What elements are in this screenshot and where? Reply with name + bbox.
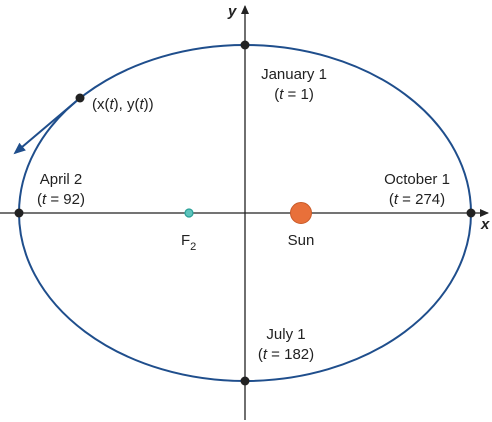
october-t-label: (t = 274) <box>389 191 445 208</box>
focus-label: F2 <box>181 232 196 253</box>
april-t-label: (t = 92) <box>37 191 85 208</box>
sun-label: Sun <box>288 232 315 249</box>
april-t-value: 92 <box>63 191 80 208</box>
point-april <box>14 208 24 218</box>
point-january <box>240 40 250 50</box>
focus-subscript: 2 <box>190 241 196 253</box>
focus-letter: F <box>181 232 190 249</box>
point-july <box>240 376 250 386</box>
july-date-label: July 1 <box>266 326 305 343</box>
january-t-value: 1 <box>300 86 308 103</box>
moving-part-4: )) <box>144 96 154 113</box>
january-date-label: January 1 <box>261 66 327 83</box>
point-october <box>466 208 476 218</box>
january-t-label: (t = 1) <box>274 86 314 103</box>
focus-point <box>184 208 194 218</box>
april-date-label: April 2 <box>40 171 83 188</box>
y-axis-label: y <box>227 3 237 20</box>
moving-part-3: t <box>140 96 145 113</box>
october-date-label: October 1 <box>384 171 450 188</box>
moving-part-0: (x( <box>92 96 110 113</box>
moving-part-2: ), y( <box>114 96 140 113</box>
sun-marker <box>290 202 312 224</box>
moving-point <box>75 93 85 103</box>
october-t-value: 274 <box>415 191 440 208</box>
moving-point-label: (x(t), y(t)) <box>92 96 154 113</box>
moving-part-1: t <box>110 96 115 113</box>
direction-arrow <box>13 97 81 155</box>
x-axis-label: x <box>480 216 490 233</box>
july-t-value: 182 <box>284 346 309 363</box>
july-t-label: (t = 182) <box>258 346 314 363</box>
